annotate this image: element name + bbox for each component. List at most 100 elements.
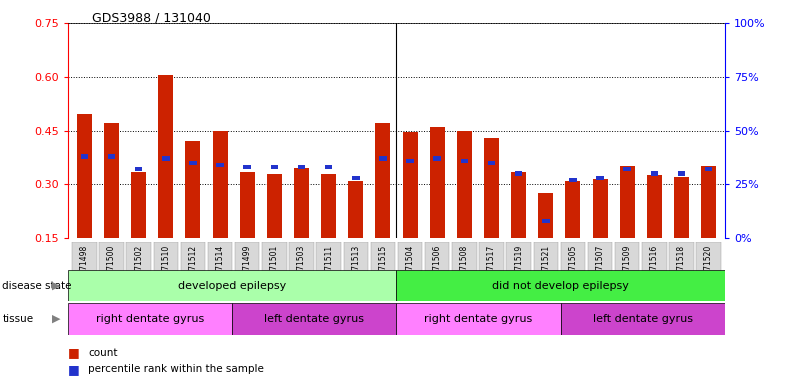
- Bar: [566, 181, 581, 292]
- Text: percentile rank within the sample: percentile rank within the sample: [88, 364, 264, 374]
- Text: GSM671508: GSM671508: [460, 245, 469, 291]
- Bar: [212, 131, 227, 292]
- Bar: [131, 172, 146, 292]
- Bar: [262, 242, 287, 298]
- Text: GSM671499: GSM671499: [243, 245, 252, 291]
- Bar: [696, 242, 721, 298]
- Bar: [239, 172, 255, 292]
- Text: GSM671507: GSM671507: [596, 245, 605, 291]
- Bar: [189, 161, 197, 165]
- Text: GSM671517: GSM671517: [487, 245, 496, 291]
- Text: ▶: ▶: [52, 314, 60, 324]
- Bar: [379, 156, 387, 161]
- Bar: [542, 219, 549, 223]
- Bar: [533, 242, 558, 298]
- Bar: [181, 242, 205, 298]
- Text: GSM671513: GSM671513: [352, 245, 360, 291]
- Text: count: count: [88, 348, 118, 358]
- Bar: [104, 123, 119, 292]
- Bar: [294, 168, 309, 292]
- Bar: [398, 242, 422, 298]
- Bar: [325, 165, 332, 169]
- Text: developed epilepsy: developed epilepsy: [178, 281, 287, 291]
- Text: did not develop epilepsy: did not develop epilepsy: [493, 281, 629, 291]
- Bar: [316, 242, 341, 298]
- Text: ▶: ▶: [52, 281, 60, 291]
- Bar: [642, 242, 666, 298]
- Text: GSM671506: GSM671506: [433, 245, 441, 291]
- Text: GSM671520: GSM671520: [704, 245, 713, 291]
- Bar: [162, 156, 170, 161]
- Bar: [403, 132, 417, 292]
- Bar: [593, 179, 607, 292]
- Bar: [506, 242, 531, 298]
- Text: right dentate gyrus: right dentate gyrus: [425, 314, 533, 324]
- Bar: [321, 174, 336, 292]
- Text: ■: ■: [68, 346, 80, 359]
- Text: GSM671505: GSM671505: [569, 245, 578, 291]
- Bar: [511, 172, 526, 292]
- Bar: [216, 163, 223, 167]
- Text: right dentate gyrus: right dentate gyrus: [96, 314, 204, 324]
- Bar: [678, 171, 685, 176]
- Text: left dentate gyrus: left dentate gyrus: [593, 314, 693, 324]
- Bar: [406, 159, 414, 163]
- Text: ■: ■: [68, 363, 80, 376]
- Bar: [538, 193, 553, 292]
- Bar: [588, 242, 612, 298]
- Bar: [208, 242, 232, 298]
- Bar: [488, 161, 495, 165]
- Bar: [235, 242, 260, 298]
- Bar: [561, 303, 725, 335]
- Text: GSM671498: GSM671498: [80, 245, 89, 291]
- Bar: [479, 242, 504, 298]
- Text: GDS3988 / 131040: GDS3988 / 131040: [92, 12, 211, 25]
- Bar: [396, 270, 725, 301]
- Bar: [433, 156, 441, 161]
- Bar: [68, 270, 396, 301]
- Text: GSM671518: GSM671518: [677, 245, 686, 291]
- Bar: [159, 75, 173, 292]
- Bar: [244, 165, 251, 169]
- Bar: [457, 131, 472, 292]
- Bar: [108, 154, 115, 159]
- Text: GSM671503: GSM671503: [297, 245, 306, 291]
- Bar: [267, 174, 282, 292]
- Text: GSM671504: GSM671504: [405, 245, 415, 291]
- Bar: [615, 242, 639, 298]
- Bar: [650, 171, 658, 176]
- Text: GSM671514: GSM671514: [215, 245, 224, 291]
- Text: GSM671516: GSM671516: [650, 245, 659, 291]
- Bar: [484, 138, 499, 292]
- Bar: [99, 242, 123, 298]
- Text: GSM671502: GSM671502: [134, 245, 143, 291]
- Text: GSM671510: GSM671510: [161, 245, 171, 291]
- Bar: [376, 123, 390, 292]
- Bar: [623, 167, 631, 171]
- Bar: [271, 165, 278, 169]
- Text: GSM671512: GSM671512: [188, 245, 197, 291]
- Text: tissue: tissue: [2, 314, 34, 324]
- Bar: [232, 303, 396, 335]
- Bar: [348, 181, 363, 292]
- Text: GSM671521: GSM671521: [541, 245, 550, 291]
- Text: left dentate gyrus: left dentate gyrus: [264, 314, 364, 324]
- Text: GSM671509: GSM671509: [622, 245, 632, 291]
- Text: GSM671501: GSM671501: [270, 245, 279, 291]
- Bar: [72, 242, 97, 298]
- Bar: [461, 159, 468, 163]
- Bar: [127, 242, 151, 298]
- Bar: [452, 242, 477, 298]
- Bar: [289, 242, 314, 298]
- Text: GSM671500: GSM671500: [107, 245, 116, 291]
- Text: GSM671519: GSM671519: [514, 245, 523, 291]
- Bar: [186, 141, 200, 292]
- Bar: [596, 176, 604, 180]
- Text: GSM671511: GSM671511: [324, 245, 333, 291]
- Bar: [570, 178, 577, 182]
- Text: disease state: disease state: [2, 281, 72, 291]
- Bar: [371, 242, 395, 298]
- Bar: [647, 175, 662, 292]
- Bar: [154, 242, 178, 298]
- Bar: [425, 242, 449, 298]
